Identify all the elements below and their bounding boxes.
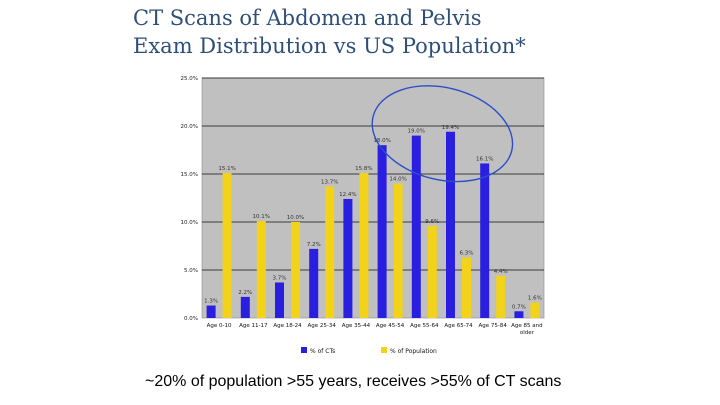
data-label: 10.1% — [253, 214, 270, 220]
x-tick-label: Age 11-17 — [239, 323, 268, 329]
y-tick-label: 10.0% — [181, 220, 198, 226]
data-label: 14.0% — [389, 177, 406, 183]
x-tick-label: Age 55-64 — [410, 323, 439, 329]
bar-ct — [275, 282, 284, 318]
data-label: 3.7% — [273, 275, 287, 281]
y-tick-label: 15.0% — [181, 172, 198, 178]
bar-population — [222, 173, 232, 318]
data-label: 10.0% — [287, 215, 304, 221]
bar-population — [462, 257, 471, 318]
legend-swatch — [381, 347, 387, 353]
slide-title-line-2: Exam Distribution vs US Population* — [133, 34, 526, 58]
data-label: 19.4% — [442, 125, 459, 131]
bar-population — [393, 183, 403, 318]
bar-ct — [480, 163, 490, 318]
bar-ct — [240, 296, 250, 318]
data-label: 12.4% — [339, 192, 356, 198]
bar-ct — [377, 145, 387, 318]
legend-label: % of CTs — [310, 348, 335, 355]
data-label: 7.2% — [307, 242, 321, 248]
data-label: 18.0% — [373, 138, 390, 144]
y-tick-label: 5.0% — [184, 268, 198, 274]
x-tick-label: Age 65-74 — [444, 323, 473, 329]
x-tick-label: Age 25-34 — [308, 323, 337, 329]
plot-area — [201, 77, 545, 319]
data-label: 16.1% — [476, 156, 493, 162]
bar-population — [256, 221, 266, 318]
x-tick-label: older — [520, 330, 535, 336]
bar-population — [325, 186, 335, 318]
bar-population — [496, 275, 506, 318]
bar-population — [530, 302, 540, 318]
data-label: 4.4% — [494, 269, 508, 275]
data-label: 1.3% — [204, 299, 218, 305]
data-label: 6.3% — [460, 251, 474, 257]
slide-title-line-1: CT Scans of Abdomen and Pelvis — [133, 6, 482, 30]
bar-ct — [309, 248, 319, 318]
x-tick-label: Age 45-54 — [376, 323, 405, 329]
x-tick-label: Age 35-44 — [342, 323, 371, 329]
x-tick-label: Age 0-10 — [207, 323, 232, 329]
x-tick-label: Age 75-84 — [479, 323, 508, 329]
data-label: 1.6% — [528, 296, 542, 302]
data-label: 15.1% — [218, 166, 235, 172]
data-label: 19.0% — [408, 129, 425, 135]
legend-label: % of Population — [390, 348, 437, 355]
data-label: 15.8% — [355, 166, 372, 172]
slide-caption: ~20% of population >55 years, receives >… — [145, 373, 562, 390]
bar-population — [291, 222, 300, 318]
data-label: 0.7% — [512, 304, 526, 310]
y-tick-label: 25.0% — [181, 76, 198, 82]
bar-ct — [514, 311, 524, 318]
highlight-ellipse — [371, 85, 514, 183]
bar-population — [359, 173, 369, 318]
data-label: 13.7% — [321, 179, 338, 185]
slide-title: CT Scans of Abdomen and Pelvis Exam Dist… — [133, 4, 693, 60]
x-tick-label: Age 18-24 — [273, 323, 302, 329]
bar-ct — [206, 305, 216, 318]
bar-ct — [343, 198, 353, 318]
data-label: 2.2% — [238, 290, 252, 296]
y-tick-label: 20.0% — [181, 124, 198, 130]
x-tick-label: Age 85 and — [511, 323, 542, 329]
data-label: 9.6% — [425, 219, 439, 225]
legend-swatch — [301, 347, 307, 353]
bar-ct — [446, 131, 455, 318]
y-tick-label: 0.0% — [184, 316, 198, 322]
bar-ct — [411, 135, 421, 318]
bar-population — [427, 225, 437, 318]
bar-chart: 0.0% 5.0% 10.0% 15.0% 20.0% 25.0% 1.3% 15.1% Age… — [181, 76, 545, 355]
